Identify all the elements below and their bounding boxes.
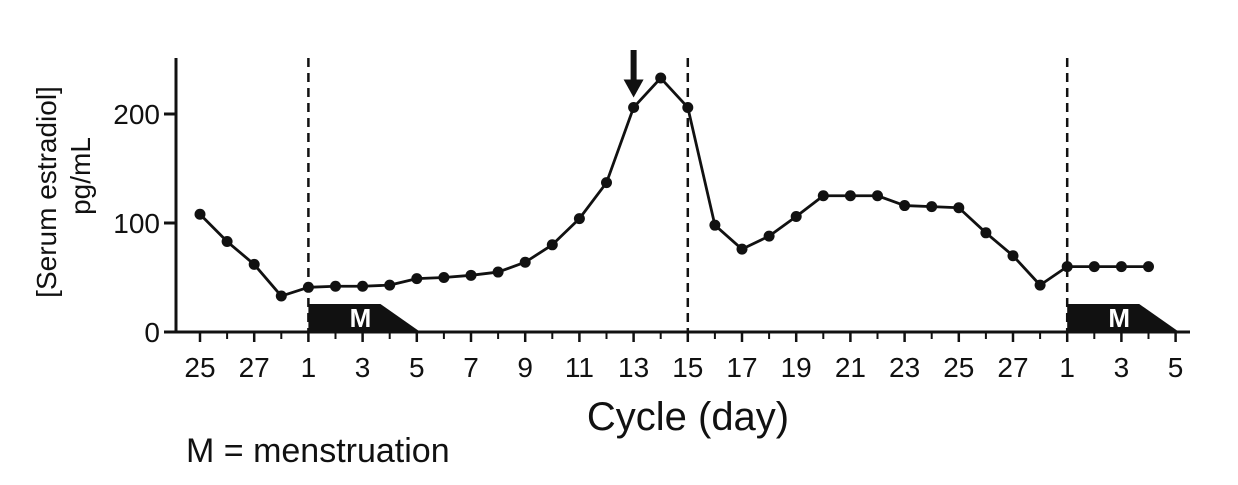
axis-labels: Cycle (day) [Serum estradiol] pg/mL <box>31 86 789 439</box>
menstruation-label: M <box>1108 303 1130 333</box>
x-tick-label: 11 <box>565 352 594 383</box>
data-point <box>1007 250 1019 262</box>
x-tick-label: 5 <box>1168 352 1184 383</box>
data-point <box>519 256 531 268</box>
data-point <box>899 200 911 212</box>
data-point <box>682 101 694 113</box>
y-tick-label: 100 <box>113 208 160 239</box>
x-tick-label: 27 <box>997 352 1028 383</box>
data-point <box>275 290 287 302</box>
ovulation-arrow-head <box>623 79 644 98</box>
estradiol-line <box>199 76 1149 298</box>
x-tick-label: 13 <box>618 352 649 383</box>
data-point <box>194 208 206 220</box>
menstruation-block <box>308 304 421 332</box>
x-tick-label: 21 <box>835 352 866 383</box>
data-point <box>844 190 856 202</box>
data-point <box>1115 261 1127 273</box>
x-tick-label: 9 <box>517 352 533 383</box>
menstruation-label: M <box>350 303 372 333</box>
data-point <box>492 266 504 278</box>
x-tick-label: 19 <box>781 352 812 383</box>
data-point <box>411 273 423 285</box>
x-tick-label: 7 <box>463 352 479 383</box>
data-point <box>790 210 802 222</box>
data-point <box>1061 261 1073 273</box>
x-tick-label: 5 <box>409 352 425 383</box>
x-tick-label: 15 <box>672 352 703 383</box>
data-point <box>546 239 558 251</box>
data-point <box>221 236 233 248</box>
x-tick-label: 17 <box>726 352 757 383</box>
data-point <box>1088 261 1100 273</box>
y-tick-label: 200 <box>113 99 160 130</box>
data-point <box>817 190 829 202</box>
data-point <box>573 213 585 225</box>
data-point <box>1034 279 1046 291</box>
data-point <box>926 201 938 213</box>
x-tick-label: 23 <box>889 352 920 383</box>
data-point <box>763 230 775 242</box>
data-point <box>357 280 369 292</box>
data-point <box>601 177 612 189</box>
data-point <box>1143 261 1154 273</box>
data-point <box>248 258 260 270</box>
data-point <box>655 72 667 84</box>
data-point <box>953 202 965 214</box>
legend-footnote: M = menstruation <box>186 432 450 470</box>
axes <box>174 58 1190 334</box>
x-tick-label: 25 <box>943 352 974 383</box>
x-tick-label: 1 <box>1059 352 1075 383</box>
x-tick-label: 3 <box>1114 352 1130 383</box>
data-point <box>628 101 640 113</box>
x-tick-label: 1 <box>301 352 317 383</box>
data-point <box>465 269 477 281</box>
data-point <box>330 280 341 292</box>
series <box>194 72 1154 302</box>
x-tick-label: 27 <box>239 352 270 383</box>
data-point <box>438 272 450 283</box>
data-point <box>302 281 314 293</box>
data-point <box>709 219 721 231</box>
data-point <box>384 279 396 291</box>
data-point <box>980 227 992 239</box>
data-point <box>872 190 883 202</box>
x-axis-title: Cycle (day) <box>587 395 789 439</box>
data-point <box>736 243 748 255</box>
y-axis-title-line1: [Serum estradiol] <box>31 86 62 298</box>
x-tick-label: 25 <box>184 352 215 383</box>
y-axis-title-line2: pg/mL <box>65 137 96 215</box>
y-tick-label: 0 <box>144 317 160 348</box>
x-tick-label: 3 <box>355 352 371 383</box>
menstruation-block <box>1067 304 1180 332</box>
